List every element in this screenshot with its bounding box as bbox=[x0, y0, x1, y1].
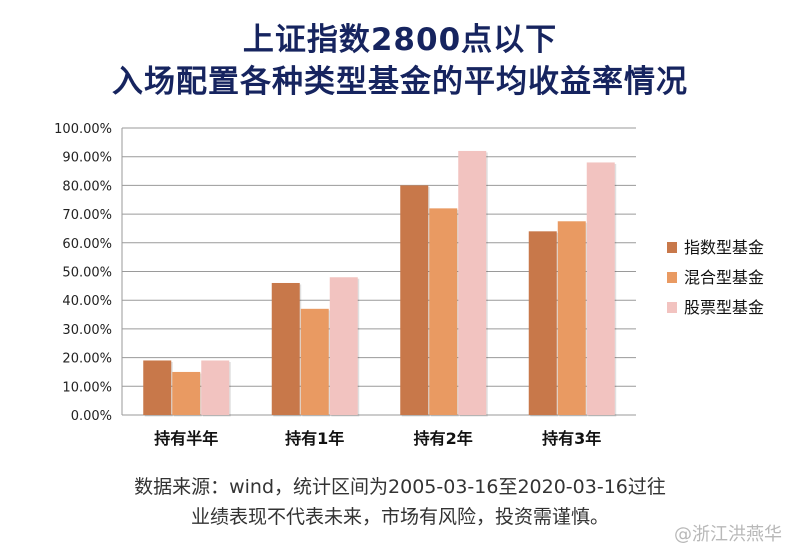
y-tick-label: 70.00% bbox=[62, 208, 112, 223]
y-tick-label: 100.00% bbox=[54, 122, 112, 137]
legend-label: 混合型基金 bbox=[684, 268, 764, 287]
y-tick-label: 60.00% bbox=[62, 237, 112, 252]
x-tick-label: 持有1年 bbox=[285, 429, 344, 448]
chart-title-line2: 入场配置各种类型基金的平均收益率情况 bbox=[112, 64, 688, 100]
bar bbox=[300, 308, 329, 415]
y-tick-label: 40.00% bbox=[62, 294, 112, 309]
legend-label: 指数型基金 bbox=[684, 238, 764, 257]
bar bbox=[429, 208, 458, 415]
weibo-watermark: @浙江洪燕华 bbox=[674, 524, 782, 545]
bar bbox=[172, 371, 201, 415]
bar bbox=[400, 185, 429, 415]
y-tick-label: 0.00% bbox=[71, 409, 112, 424]
bar bbox=[528, 231, 557, 415]
x-tick-label: 持有2年 bbox=[414, 429, 473, 448]
y-tick-label: 30.00% bbox=[62, 323, 112, 338]
x-tick-label: 持有3年 bbox=[542, 429, 601, 448]
bar bbox=[201, 360, 230, 415]
legend-swatch bbox=[667, 302, 677, 313]
y-tick-label: 10.00% bbox=[62, 380, 112, 395]
risk-disclaimer: 业绩表现不代表未来，市场有风险，投资需谨慎。 bbox=[190, 506, 609, 528]
bar bbox=[586, 162, 615, 415]
y-tick-label: 50.00% bbox=[62, 266, 112, 281]
bar bbox=[143, 360, 172, 415]
y-tick-label: 20.00% bbox=[62, 352, 112, 367]
bar bbox=[329, 277, 358, 415]
chart-bars bbox=[143, 150, 617, 417]
y-axis-tick-labels: 0.00% 10.00% 20.00% 30.00% 40.00% 50.00% 60.00… bbox=[54, 122, 112, 424]
x-tick-label: 持有半年 bbox=[154, 429, 218, 448]
x-axis-tick-labels: 持有半年 持有1年 持有2年 持有3年 bbox=[154, 429, 601, 448]
data-source-note: 数据来源：wind，统计区间为2005-03-16至2020-03-16过往 bbox=[134, 476, 666, 498]
bar bbox=[458, 150, 487, 415]
legend-swatch bbox=[667, 242, 677, 253]
y-tick-label: 80.00% bbox=[62, 179, 112, 194]
bar bbox=[271, 282, 300, 415]
legend-label: 股票型基金 bbox=[684, 298, 764, 317]
y-tick-label: 90.00% bbox=[62, 151, 112, 166]
legend-swatch bbox=[667, 272, 677, 283]
bar bbox=[557, 221, 586, 415]
chart-title-line1: 上证指数2800点以下 bbox=[242, 22, 558, 58]
